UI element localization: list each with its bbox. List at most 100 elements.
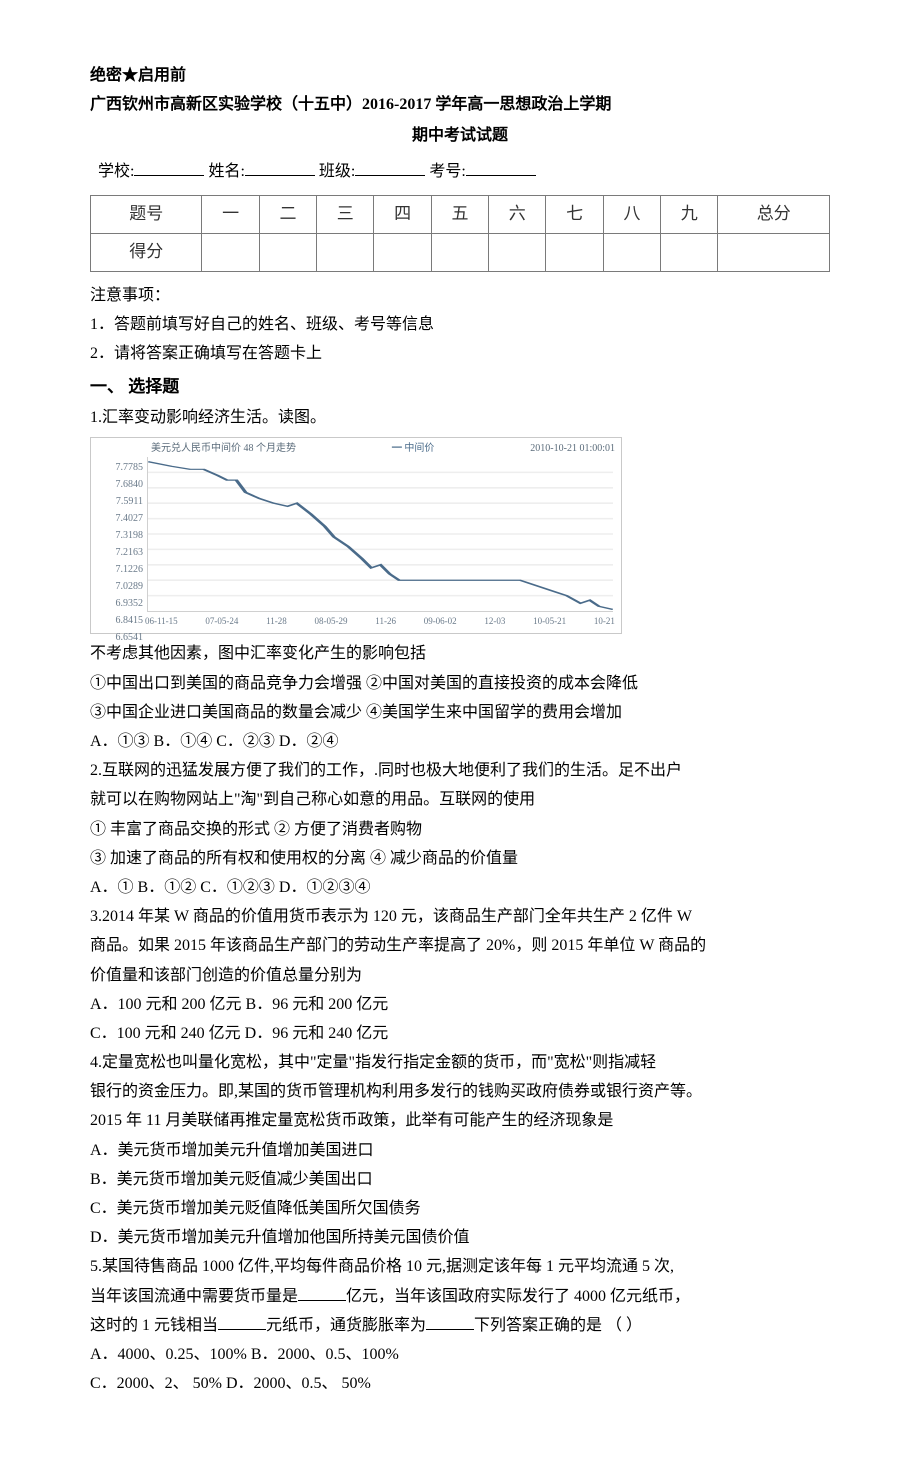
blank-answer[interactable] [298,1284,346,1301]
cell: 九 [661,195,718,233]
y-tick: 7.3198 [116,527,144,544]
student-info-row: 学校: 姓名: 班级: 考号: [90,158,830,185]
q5-text: 下列答案正确的是 （ ） [474,1317,642,1334]
cell[interactable] [546,233,603,271]
cell: 六 [489,195,546,233]
q2-stmt: ③ 加速了商品的所有权和使用权的分离 ④ 减少商品的价值量 [90,845,830,872]
cell[interactable] [317,233,374,271]
cell: 题号 [91,195,202,233]
chart-grid [148,473,613,596]
section-heading: 一、 选择题 [90,373,830,402]
q5-options: C．2000、2、 50% D．2000、0.5、 50% [90,1370,830,1397]
q2-stmt: ① 丰富了商品交换的形式 ② 方便了消费者购物 [90,816,830,843]
cell: 五 [431,195,488,233]
cell: 七 [546,195,603,233]
score-table: 题号 一 二 三 四 五 六 七 八 九 总分 得分 [90,195,830,272]
cell[interactable] [718,233,830,271]
q4-line: 2015 年 11 月美联储再推定量宽松货币政策，此举有可能产生的经济现象是 [90,1107,830,1134]
q5-text: 亿元，当年该国政府实际发行了 4000 亿元纸币， [346,1288,690,1305]
q5-line: 当年该国流通中需要货币量是 亿元，当年该国政府实际发行了 4000 亿元纸币， [90,1283,830,1310]
x-tick: 12-03 [484,614,505,629]
x-tick: 09-06-02 [424,614,457,629]
cell: 总分 [718,195,830,233]
q5-options: A．4000、0.25、100% B．2000、0.5、100% [90,1341,830,1368]
cell[interactable] [202,233,259,271]
chart-y-axis: 7.7785 7.6840 7.5911 7.4027 7.3198 7.216… [91,457,147,612]
cell[interactable] [259,233,316,271]
notice-item: 1．答题前填写好自己的姓名、班级、考号等信息 [90,311,830,338]
cell: 四 [374,195,431,233]
q1-stem: 1.汇率变动影响经济生活。读图。 [90,404,830,431]
q1-options: A．①③ B．①④ C．②③ D．②④ [90,728,830,755]
y-tick: 7.2163 [116,544,144,561]
q3-line: 价值量和该部门创造的价值总量分别为 [90,962,830,989]
chart-legend: ━ 中间价 [392,440,435,457]
blank-answer[interactable] [218,1313,266,1330]
chart-line [148,462,613,610]
chart-x-axis: 06-11-15 07-05-24 11-28 08-05-29 11-26 0… [91,612,621,633]
blank-class[interactable] [355,159,425,176]
blank-answer[interactable] [426,1313,474,1330]
q5-line: 5.某国待售商品 1000 亿件,平均每件商品价格 10 元,据测定该年每 1 … [90,1253,830,1280]
q4-opt-a: A．美元货币增加美元升值增加美国进口 [90,1137,830,1164]
chart-title: 美元兑人民币中间价 48 个月走势 [151,440,296,457]
x-tick: 11-28 [266,614,287,629]
label-school: 学校: [98,163,134,180]
blank-school[interactable] [134,159,204,176]
cell: 八 [603,195,660,233]
q4-line: 银行的资金压力。即,某国的货币管理机构利用多发行的钱购买政府债券或银行资产等。 [90,1078,830,1105]
q3-line: 3.2014 年某 W 商品的价值用货币表示为 120 元，该商品生产部门全年共… [90,903,830,930]
table-row: 得分 [91,233,830,271]
chart-svg [148,457,613,611]
y-tick: 7.6840 [116,476,144,493]
notice-head: 注意事项： [90,282,830,309]
x-tick: 11-26 [375,614,396,629]
y-tick: 7.5911 [116,493,143,510]
q4-line: 4.定量宽松也叫量化宽松，其中"定量"指发行指定金额的货币，而"宽松"则指减轻 [90,1049,830,1076]
x-tick: 10-21 [594,614,615,629]
x-tick: 08-05-29 [315,614,348,629]
cell[interactable] [661,233,718,271]
cell[interactable] [431,233,488,271]
blank-examno[interactable] [466,159,536,176]
label-class: 班级: [319,163,355,180]
cell: 二 [259,195,316,233]
q1-after: 不考虑其他因素，图中汇率变化产生的影响包括 [90,640,830,667]
q2-options: A．① B．①② C．①②③ D．①②③④ [90,874,830,901]
exchange-rate-chart: 美元兑人民币中间价 48 个月走势 ━ 中间价 2010-10-21 01:00… [90,437,622,634]
cell[interactable] [603,233,660,271]
y-tick: 7.1226 [116,561,144,578]
y-tick: 6.9352 [116,595,144,612]
q1-stmt: ①中国出口到美国的商品竞争力会增强 ②中国对美国的直接投资的成本会降低 [90,670,830,697]
y-tick: 7.0289 [116,578,144,595]
cell[interactable] [374,233,431,271]
chart-plot-area [147,457,613,612]
q5-text: 元纸币，通货膨胀率为 [266,1317,426,1334]
q2-line: 2.互联网的迅猛发展方便了我们的工作，.同时也极大地便利了我们的生活。足不出户 [90,757,830,784]
q4-opt-d: D．美元货币增加美元升值增加他国所持美元国债价值 [90,1224,830,1251]
notice-item: 2．请将答案正确填写在答题卡上 [90,340,830,367]
q1-stmt: ③中国企业进口美国商品的数量会减少 ④美国学生来中国留学的费用会增加 [90,699,830,726]
q3-options: A．100 元和 200 亿元 B．96 元和 200 亿元 [90,991,830,1018]
cell: 三 [317,195,374,233]
label-examno: 考号: [429,163,465,180]
label-name: 姓名: [208,163,244,180]
exam-title: 期中考试试题 [90,122,830,149]
y-tick: 7.7785 [116,459,144,476]
x-tick: 10-05-21 [533,614,566,629]
y-tick: 7.4027 [116,510,144,527]
x-tick: 06-11-15 [145,614,178,629]
secrecy-label: 绝密★启用前 [90,62,830,89]
q4-opt-b: B．美元货币增加美元贬值减少美国出口 [90,1166,830,1193]
q5-text: 当年该国流通中需要货币量是 [90,1288,298,1305]
y-tick: 6.8415 [116,612,144,629]
cell[interactable] [489,233,546,271]
blank-name[interactable] [245,159,315,176]
table-row: 题号 一 二 三 四 五 六 七 八 九 总分 [91,195,830,233]
cell: 得分 [91,233,202,271]
q3-line: 商品。如果 2015 年该商品生产部门的劳动生产率提高了 20%，则 2015 … [90,932,830,959]
cell: 一 [202,195,259,233]
school-title: 广西钦州市高新区实验学校（十五中）2016-2017 学年高一思想政治上学期 [90,91,830,118]
q5-text: 这时的 1 元钱相当 [90,1317,218,1334]
q3-options: C．100 元和 240 亿元 D．96 元和 240 亿元 [90,1020,830,1047]
